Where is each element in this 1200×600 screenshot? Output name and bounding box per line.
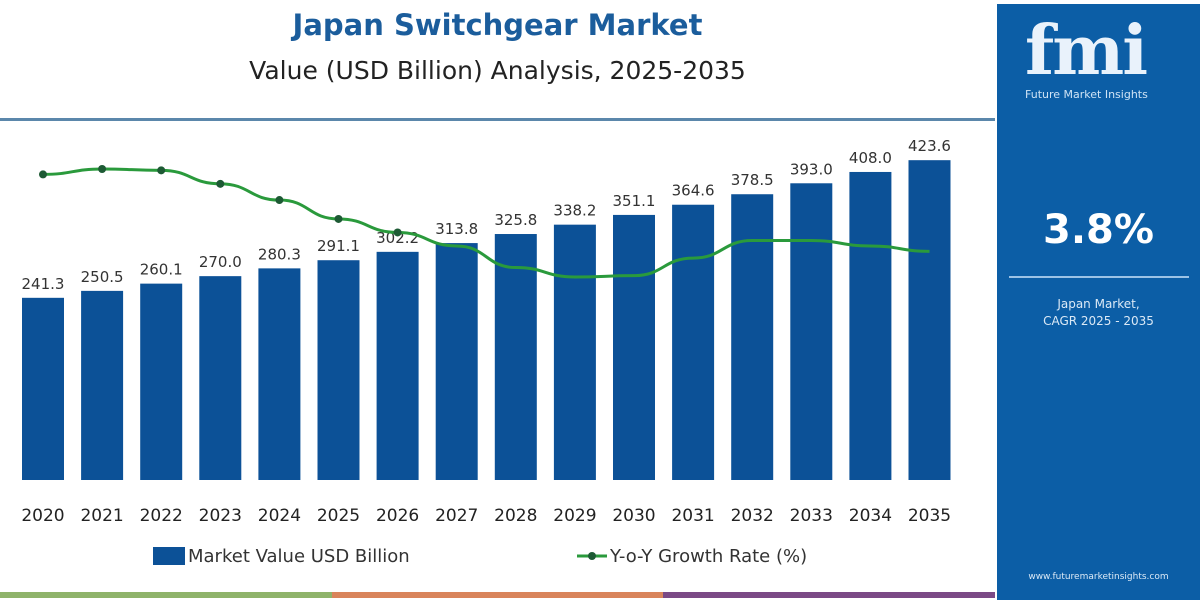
bar-2029 — [553, 224, 596, 480]
growth-marker-2020 — [39, 170, 47, 179]
bar-2023 — [199, 276, 242, 480]
bar-2028 — [494, 234, 537, 480]
growth-line — [42, 167, 930, 279]
growth-marker-2026 — [393, 228, 402, 237]
bar-label-2030: 351.1 — [613, 192, 656, 210]
bar-2026 — [376, 251, 419, 480]
bar-label-2021: 250.5 — [81, 268, 124, 286]
legend-bar-swatch — [153, 547, 185, 565]
x-tick-2029: 2029 — [553, 506, 596, 526]
chart: 241.3 2020 250.5 2021 260.1 2022 270.0 2023 280.… — [21, 137, 951, 567]
bar-2034 — [849, 171, 892, 480]
color-strip — [0, 592, 996, 598]
bar-2035 — [908, 160, 951, 480]
bar-label-2035: 423.6 — [908, 137, 951, 155]
x-tick-2020: 2020 — [21, 506, 64, 526]
bar-label-2032: 378.5 — [731, 171, 774, 189]
legend-bar-label: Market Value USD Billion — [188, 546, 410, 567]
x-tick-2031: 2031 — [671, 506, 714, 526]
growth-marker-2025 — [334, 214, 343, 223]
bar-label-2024: 280.3 — [258, 245, 301, 263]
bar-label-2028: 325.8 — [494, 211, 537, 229]
logo-subtitle: Future Market Insights — [1025, 88, 1148, 101]
bar-label-2023: 270.0 — [199, 253, 242, 271]
x-tick-2023: 2023 — [199, 506, 242, 526]
bar-label-2031: 364.6 — [672, 182, 715, 200]
x-tick-2021: 2021 — [80, 506, 123, 526]
bar-2032 — [731, 194, 774, 481]
bar-label-2025: 291.1 — [317, 237, 360, 255]
strip-purple — [663, 592, 996, 598]
fmi-logo: fmi — [1025, 11, 1148, 91]
growth-marker-2023 — [216, 179, 225, 188]
bar-label-2022: 260.1 — [140, 261, 183, 279]
legend-line-marker — [588, 552, 596, 560]
x-tick-2035: 2035 — [908, 506, 951, 526]
bar-2021 — [81, 290, 124, 480]
bar-2025 — [317, 260, 360, 480]
bar-2022 — [140, 283, 183, 480]
bar-label-2033: 393.0 — [790, 160, 833, 178]
bar-label-2020: 241.3 — [22, 275, 65, 293]
header-divider — [0, 118, 995, 121]
bar-2033 — [790, 183, 833, 480]
x-tick-2022: 2022 — [140, 506, 183, 526]
bar-2024 — [258, 268, 301, 480]
x-tick-2025: 2025 — [317, 506, 360, 526]
strip-orange — [331, 592, 664, 598]
growth-marker-2022 — [157, 166, 166, 175]
website-link[interactable]: www.futuremarketinsights.com — [1028, 572, 1169, 582]
bar-label-2034: 408.0 — [849, 149, 892, 167]
bar-2027 — [435, 243, 478, 480]
bar-label-2029: 338.2 — [553, 202, 596, 220]
cagr-label-line2: CAGR 2025 - 2035 — [1043, 314, 1154, 328]
cagr-label-line1: Japan Market, — [1057, 297, 1140, 311]
x-tick-2024: 2024 — [258, 506, 301, 526]
x-tick-2028: 2028 — [494, 506, 537, 526]
x-tick-2030: 2030 — [612, 506, 655, 526]
bar-2030 — [613, 214, 655, 480]
chart-subtitle: Value (USD Billion) Analysis, 2025-2035 — [249, 56, 746, 85]
x-tick-2027: 2027 — [435, 506, 478, 526]
legend-line-label: Y-o-Y Growth Rate (%) — [609, 546, 807, 567]
strip-green — [0, 592, 332, 598]
growth-marker-2021 — [98, 165, 107, 173]
bar-label-2027: 313.8 — [435, 220, 478, 238]
growth-marker-2024 — [275, 196, 284, 205]
side-panel: fmi Future Market Insights 3.8% Japan Ma… — [997, 4, 1200, 600]
x-tick-2032: 2032 — [731, 506, 774, 526]
cagr-label: Japan Market, CAGR 2025 - 2035 — [997, 296, 1200, 330]
chart-title: Japan Switchgear Market — [292, 8, 703, 42]
x-tick-2034: 2034 — [849, 506, 892, 526]
x-tick-2033: 2033 — [790, 506, 833, 526]
bar-2031 — [672, 204, 715, 481]
cagr-value: 3.8% — [1043, 207, 1154, 253]
x-tick-2026: 2026 — [376, 506, 419, 526]
cagr-divider — [1009, 276, 1189, 278]
bar-2020 — [22, 297, 64, 480]
